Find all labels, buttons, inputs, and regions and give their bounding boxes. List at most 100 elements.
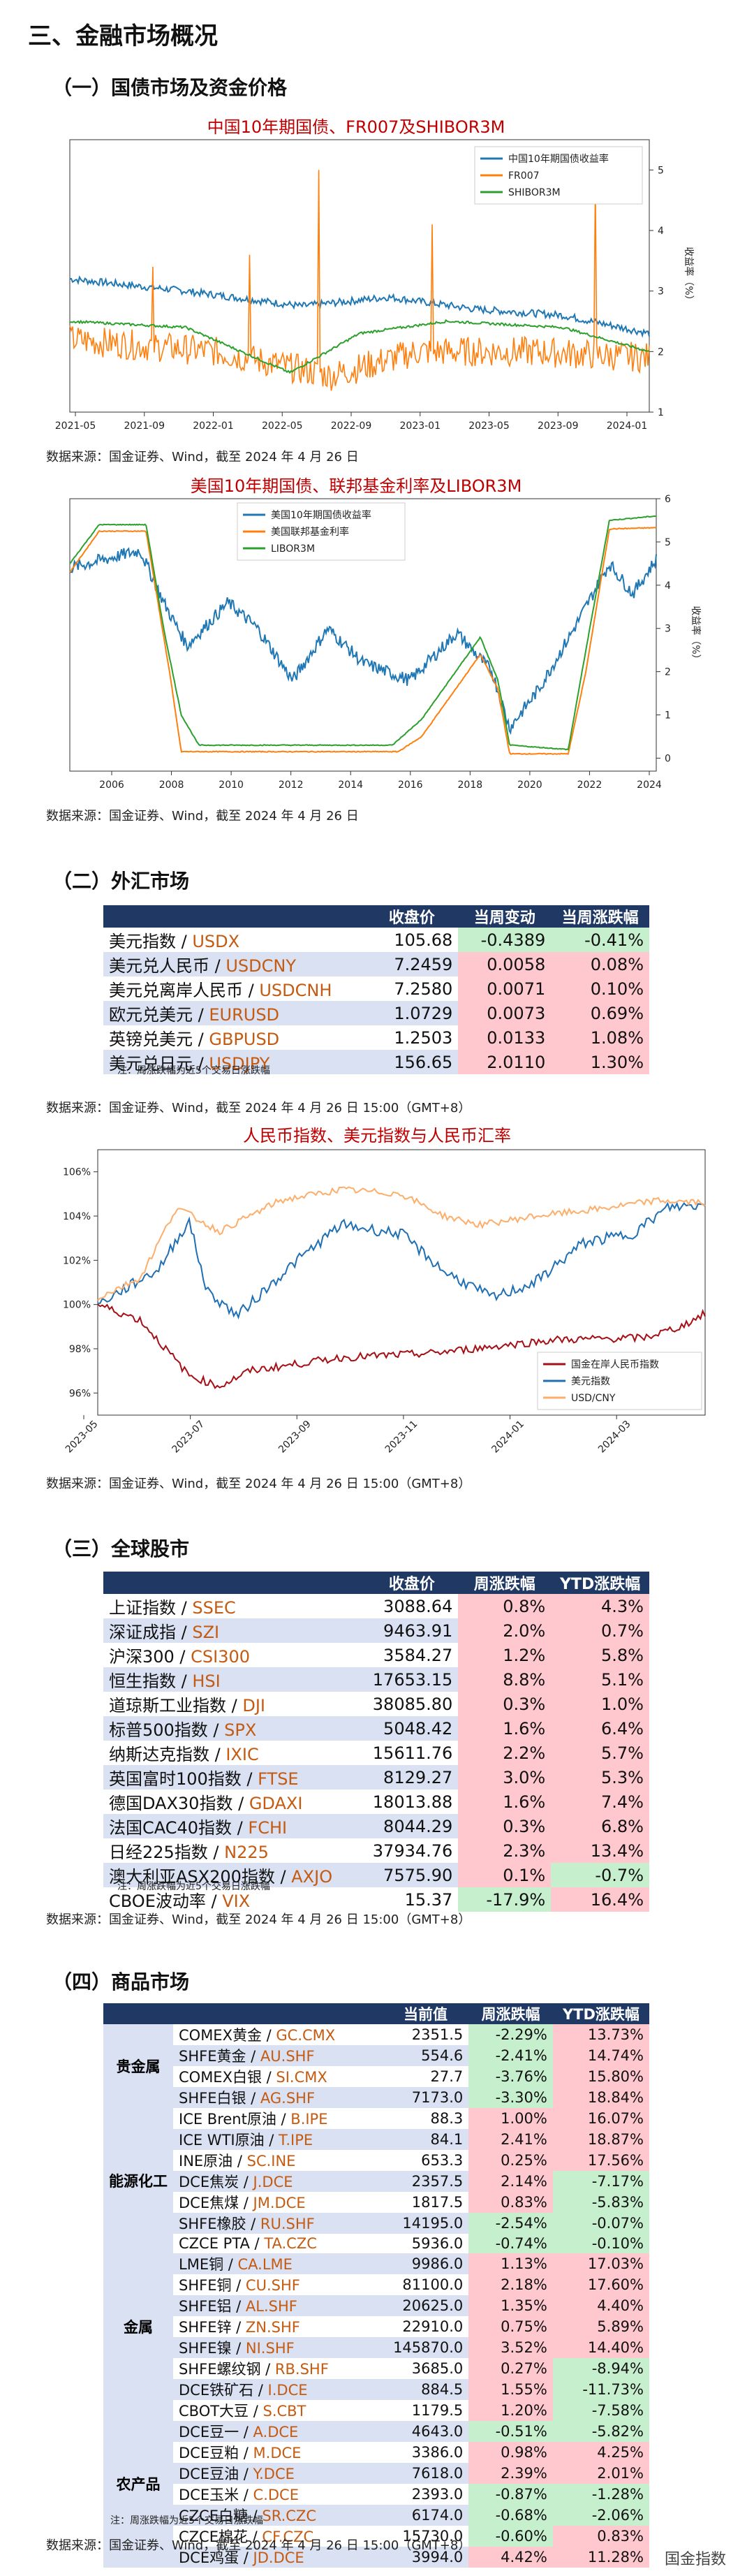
- commodity-value: 15730.0: [382, 2526, 469, 2547]
- instrument-code: GC.CMX: [276, 2027, 336, 2044]
- equity-table: 收盘价 周涨跌幅 YTD涨跌幅 上证指数 / SSEC 3088.64 0.8% 4.3% 深…: [103, 1572, 649, 1912]
- equity-close: 8044.29: [365, 1814, 459, 1838]
- commodity-name: SHFE锌 / ZN.SHF: [173, 2316, 383, 2337]
- commodity-ytd-pct: 18.87%: [552, 2129, 649, 2150]
- instrument-name: 美元兑日元 /: [109, 1054, 209, 1074]
- chart3-ytick-label: 96%: [69, 1388, 91, 1399]
- commodity-value: 1179.5: [382, 2400, 469, 2421]
- chart1-ylabel: 收益率（%）: [683, 247, 695, 305]
- commodity-name: DCE豆一 / A.DCE: [173, 2421, 383, 2442]
- commodity-value: 7618.0: [382, 2463, 469, 2484]
- commodity-week-pct: 2.39%: [468, 2463, 553, 2484]
- equity-week-pct: -17.9%: [458, 1887, 552, 1912]
- instrument-name: 美元兑人民币 /: [109, 956, 226, 976]
- instrument-code: I.DCE: [267, 2382, 308, 2399]
- commodity-note: 注：周涨跌幅为近5个交易日涨跌幅: [110, 2515, 263, 2526]
- chart3-title: 人民币指数、美元指数与人民币汇率: [243, 1126, 511, 1146]
- equity-week-pct: 1.2%: [458, 1643, 552, 1667]
- table-row: SHFE镍 / NI.SHF 145870.0 3.52% 14.40%: [103, 2337, 649, 2358]
- chart2-xtick-label: 2022: [577, 780, 603, 791]
- chart3-legend-label: 美元指数: [571, 1376, 610, 1387]
- table-header: 收盘价 周涨跌幅 YTD涨跌幅: [103, 1572, 649, 1594]
- chart2-xtick-label: 2012: [279, 780, 304, 791]
- instrument-name: 法国CAC40指数 /: [109, 1818, 249, 1838]
- equity-week-pct: 2.3%: [458, 1838, 552, 1863]
- chart1-legend-label: FR007: [508, 170, 540, 182]
- fx-pct: 0.10%: [551, 976, 649, 1001]
- chart3-source: 数据来源：国金证券、Wind，截至 2024 年 4 月 26 日 15:00（…: [46, 1477, 471, 1491]
- table-row: 美元兑人民币 / USDCNY 7.2459 0.0058 0.08%: [103, 952, 649, 976]
- equity-ytd-pct: 5.3%: [551, 1765, 649, 1790]
- instrument-name: 纳斯达克指数 /: [109, 1745, 226, 1764]
- instrument-name: 英国富时100指数 /: [109, 1769, 258, 1789]
- commodity-name: ICE Brent原油 / B.IPE: [173, 2108, 383, 2129]
- column-header: [103, 1572, 366, 1594]
- equity-source: 数据来源：国金证券、Wind，截至 2024 年 4 月 26 日 15:00（…: [46, 1912, 471, 1927]
- commodity-week-pct: 0.98%: [468, 2442, 553, 2463]
- instrument-code: TA.CZC: [264, 2235, 317, 2252]
- instrument-code: CU.SHF: [245, 2277, 300, 2294]
- equity-week-pct: 0.3%: [458, 1814, 552, 1838]
- chart3-plot-frame: [97, 1149, 706, 1416]
- table-row: CZCE PTA / TA.CZC 5936.0 -0.74% -0.10%: [103, 2234, 649, 2253]
- chart3-svg: 96% 98% 100% 102% 104% 106% 2023-05 2023-07 2023…: [63, 1149, 706, 1456]
- commodity-name: DCE豆粕 / M.DCE: [173, 2442, 383, 2463]
- commodity-ytd-pct: -1.28%: [552, 2484, 649, 2505]
- instrument-code: SI.CMX: [276, 2069, 327, 2086]
- instrument-name: SHFE橡胶 /: [179, 2216, 260, 2232]
- commodity-ytd-pct: -7.58%: [552, 2400, 649, 2421]
- table-row: 深证成指 / SZI 9463.91 2.0% 0.7%: [103, 1618, 649, 1643]
- commodity-name: INE原油 / SC.INE: [173, 2150, 383, 2171]
- chart3-ytick-label: 106%: [63, 1167, 91, 1178]
- instrument-code: C.DCE: [253, 2487, 299, 2503]
- table-row: 法国CAC40指数 / FCHI 8044.29 0.3% 6.8%: [103, 1814, 649, 1838]
- commodity-value: 27.7: [382, 2066, 469, 2087]
- commodity-value: 6174.0: [382, 2505, 469, 2526]
- commodity-value: 81100.0: [382, 2274, 469, 2295]
- instrument-code: FTSE: [258, 1769, 299, 1789]
- chart2-ytick-label: 3: [665, 624, 671, 635]
- commodity-name: SHFE螺纹钢 / RB.SHF: [173, 2358, 383, 2379]
- fx-name: 美元兑离岸人民币 / USDCNH: [103, 976, 366, 1001]
- column-header: [103, 2003, 173, 2024]
- fx-name: 欧元兑美元 / EURUSD: [103, 1001, 366, 1025]
- commodity-value: 145870.0: [382, 2337, 469, 2358]
- instrument-code: RU.SHF: [260, 2216, 315, 2232]
- fx-change: 0.0133: [458, 1025, 552, 1050]
- instrument-name: INE原油 /: [179, 2153, 247, 2169]
- table-row: 英国富时100指数 / FTSE 8129.27 3.0% 5.3%: [103, 1765, 649, 1790]
- fx-change: 0.0058: [458, 952, 552, 976]
- fx-table: 收盘价 当周变动 当周涨跌幅 美元指数 / USDX 105.68 -0.4389 -0.4…: [103, 905, 649, 1074]
- chart2-xtick-label: 2024: [637, 780, 662, 791]
- commodity-value: 14195.0: [382, 2213, 469, 2234]
- chart1-ytick-label: 1: [658, 407, 664, 418]
- fx-change: 2.0110: [458, 1050, 552, 1074]
- equity-ytd-pct: 0.7%: [551, 1618, 649, 1643]
- commodity-name: COMEX黄金 / GC.CMX: [173, 2024, 383, 2045]
- instrument-name: SHFE铜 /: [179, 2277, 246, 2294]
- equity-name: 标普500指数 / SPX: [103, 1716, 366, 1741]
- commodity-week-pct: 1.13%: [468, 2253, 553, 2274]
- chart2-xtick-label: 2020: [517, 780, 542, 791]
- column-header: 当前值: [382, 2003, 469, 2024]
- equity-week-pct: 8.8%: [458, 1667, 552, 1692]
- equity-close: 3584.27: [365, 1643, 459, 1667]
- commodity-week-pct: -2.54%: [468, 2213, 553, 2234]
- table-row: DCE玉米 / C.DCE 2393.0 -0.87% -1.28%: [103, 2484, 649, 2505]
- equity-close: 15611.76: [365, 1741, 459, 1765]
- equity-ytd-pct: 5.8%: [551, 1643, 649, 1667]
- commodity-ytd-pct: -2.06%: [552, 2505, 649, 2526]
- commodity-value: 5936.0: [382, 2234, 469, 2253]
- instrument-name: 恒生指数 /: [109, 1671, 193, 1691]
- commodity-value: 2357.5: [382, 2171, 469, 2192]
- instrument-code: B.IPE: [290, 2111, 328, 2128]
- commodity-ytd-pct: 2.01%: [552, 2463, 649, 2484]
- equity-ytd-pct: 5.7%: [551, 1741, 649, 1765]
- commodity-name: ICE WTI原油 / T.IPE: [173, 2129, 383, 2150]
- commodity-name: CZCE白糖 / SR.CZC: [173, 2505, 383, 2526]
- fx-change: 0.0073: [458, 1001, 552, 1025]
- equity-week-pct: 2.2%: [458, 1741, 552, 1765]
- instrument-code: AXJO: [291, 1867, 333, 1887]
- instrument-name: CBOT大豆 /: [179, 2403, 263, 2420]
- table-row: 美元指数 / USDX 105.68 -0.4389 -0.41%: [103, 928, 649, 952]
